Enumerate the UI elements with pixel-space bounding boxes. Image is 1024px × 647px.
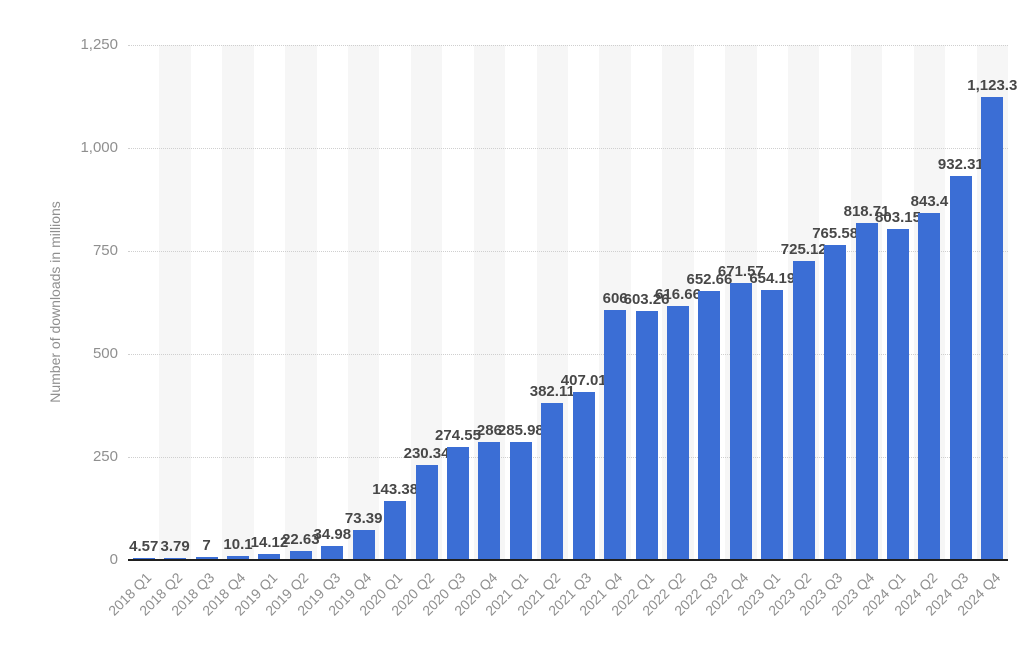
value-label: 143.38: [372, 480, 419, 498]
value-label: 843.4: [910, 192, 949, 210]
y-tick-label: 1,000: [80, 139, 118, 156]
bar: [384, 500, 407, 560]
value-label: 603.26: [623, 291, 670, 309]
x-axis-line: [128, 559, 1008, 561]
bar: [981, 97, 1004, 560]
column-band: [222, 45, 254, 560]
bar: [949, 175, 972, 560]
value-label: 274.55: [435, 426, 481, 444]
value-label: 654.19: [749, 270, 796, 288]
value-label: 230.34: [403, 445, 450, 463]
value-label: 4.57: [129, 538, 159, 556]
bar: [195, 557, 218, 560]
value-label: 818.71: [843, 202, 890, 220]
y-tick-label: 750: [92, 242, 118, 259]
column-band: [159, 45, 191, 560]
bar: [447, 446, 469, 560]
value-label: 22.63: [282, 530, 320, 548]
value-label: 286: [476, 422, 502, 440]
bar: [635, 311, 658, 560]
value-label: 10.1: [223, 535, 253, 553]
value-label: 765.58: [812, 224, 859, 242]
bar: [729, 283, 752, 560]
bar: [824, 244, 847, 560]
bar: [289, 550, 312, 560]
value-label: 671.57: [717, 263, 764, 281]
gridline: [128, 148, 1008, 149]
gridline: [128, 45, 1008, 46]
value-label: 34.98: [313, 525, 352, 543]
value-label: 616.66: [655, 285, 701, 303]
y-tick-label: 1,250: [80, 36, 118, 53]
bar: [415, 465, 438, 560]
value-label: 803.15: [875, 209, 921, 227]
column-band: [348, 45, 380, 560]
y-tick-label: 500: [92, 345, 118, 362]
value-label: 73.39: [344, 509, 383, 527]
column-band: [285, 45, 317, 560]
bar: [918, 212, 941, 560]
value-label: 606: [602, 290, 628, 308]
value-label: 382.11: [529, 382, 575, 400]
bar: [572, 392, 595, 560]
bar: [541, 402, 564, 560]
y-tick-label: 0: [109, 551, 118, 568]
bar: [855, 222, 878, 560]
value-label: 14.12: [250, 534, 289, 552]
bar: [258, 554, 281, 560]
y-tick-label: 250: [92, 448, 118, 465]
value-label: 932.31: [937, 155, 984, 173]
value-label: 285.98: [497, 422, 544, 440]
y-axis-title-text: Number of downloads in millions: [47, 201, 63, 403]
bar: [321, 545, 344, 560]
bar: [478, 442, 501, 560]
bar: [698, 291, 721, 560]
gridline: [128, 354, 1008, 355]
value-label: 407.01: [560, 372, 607, 390]
value-label: 1,123.3: [967, 77, 1018, 95]
bar: [667, 305, 689, 560]
bar: [604, 310, 627, 560]
value-label: 725.12: [780, 241, 827, 259]
value-label: 3.79: [160, 538, 190, 556]
bar: [761, 290, 784, 560]
bar: [792, 261, 815, 560]
value-label: 7: [202, 537, 211, 555]
bar: [227, 555, 249, 560]
bar: [509, 442, 532, 560]
gridline: [128, 457, 1008, 458]
bar: [887, 229, 909, 560]
gridline: [128, 251, 1008, 252]
bar: [352, 529, 375, 560]
value-label: 652.66: [686, 271, 733, 289]
